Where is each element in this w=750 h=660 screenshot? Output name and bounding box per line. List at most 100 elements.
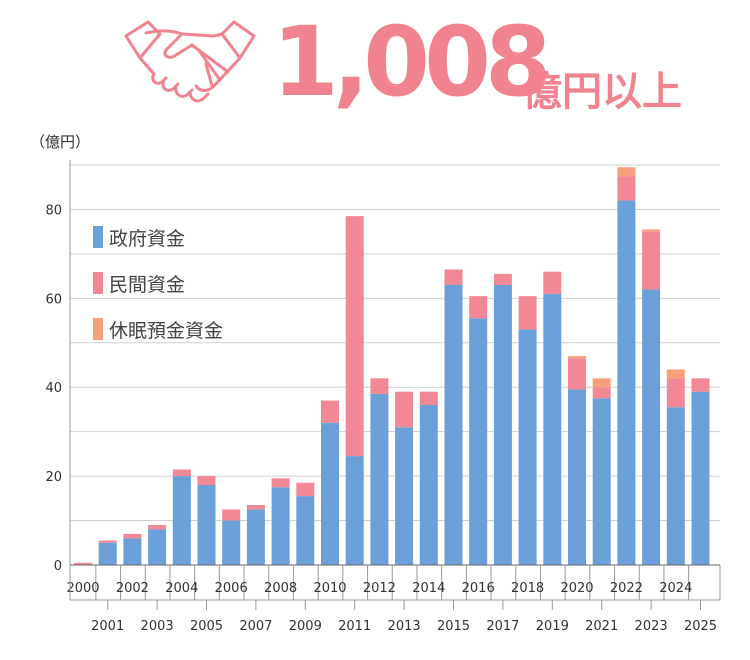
bar-segment (419, 405, 438, 565)
legend-swatch (93, 226, 103, 248)
legend-label: 休眠預金資金 (109, 319, 224, 342)
y-tick-label: 80 (45, 203, 62, 218)
bar-segment (691, 378, 710, 392)
x-tick-label: 2010 (313, 581, 346, 596)
bar-segment (74, 562, 92, 565)
legend-label: 民間資金 (109, 273, 186, 296)
x-tick-label: 2025 (684, 619, 717, 634)
bar-segment (148, 529, 167, 565)
bar-segment (469, 318, 488, 565)
bar-segment (617, 200, 636, 566)
x-tick-label: 2012 (363, 581, 396, 596)
bar-segment (197, 476, 216, 485)
hero-unit: 億円以上 (522, 69, 682, 115)
bar-segment (172, 469, 191, 477)
x-tick-label: 2019 (536, 619, 569, 634)
bar-segment (518, 296, 537, 330)
x-tick-label: 2023 (635, 619, 668, 634)
bar-segment (568, 389, 586, 565)
legend-swatch (93, 318, 103, 340)
x-tick-label: 2011 (338, 619, 371, 634)
x-tick-label: 2022 (610, 581, 643, 596)
bar-segment (543, 271, 562, 294)
x-tick-label: 2013 (388, 619, 421, 634)
bar-segment (493, 285, 512, 565)
handshake-icon (124, 20, 256, 103)
bar-segment (444, 269, 463, 285)
x-tick-label: 2016 (462, 581, 495, 596)
x-tick-label: 2004 (165, 581, 198, 596)
bar-segment (123, 538, 142, 565)
bar-segment (370, 393, 389, 565)
bar-segment (222, 520, 241, 565)
bar-segment (271, 478, 290, 488)
bar-segment (642, 289, 661, 565)
bar-segment (345, 216, 364, 457)
x-tick-label: 2024 (659, 581, 692, 596)
bar-segment (691, 391, 710, 565)
x-tick-label: 2006 (215, 581, 248, 596)
bar-segment (296, 496, 315, 565)
bar-segment (592, 378, 611, 388)
bar-segment (518, 329, 537, 565)
legend-item-dormant-deposit: 休眠預金資金 (93, 306, 223, 352)
x-tick-label: 2009 (289, 619, 322, 634)
x-tick-label: 2007 (239, 619, 272, 634)
bar-segment (197, 485, 216, 565)
legend-item-government: 政府資金 (93, 214, 223, 260)
x-tick-label: 2020 (560, 581, 593, 596)
bar-segment (222, 509, 241, 521)
y-tick-label: 20 (45, 470, 62, 485)
x-tick-label: 2001 (91, 619, 124, 634)
bar-segment (98, 540, 117, 543)
bar-segment (568, 356, 586, 359)
bar-segment (617, 176, 636, 201)
x-tick-label: 2002 (116, 581, 149, 596)
bar-segment (148, 525, 167, 530)
hero-figure: 1,008 (272, 6, 552, 118)
x-tick-label: 2005 (190, 619, 223, 634)
bar-segment (370, 378, 389, 394)
bar-segment (296, 482, 315, 497)
bar-segment (666, 369, 685, 379)
y-axis-unit-label: （億円） (30, 133, 91, 151)
bar-segment (246, 505, 265, 510)
legend-swatch (93, 272, 103, 294)
bar-segment (666, 407, 685, 565)
bar-segment (493, 273, 512, 285)
bar-segment (444, 285, 463, 565)
bar-segment (666, 378, 685, 408)
bar-segment (98, 542, 117, 565)
legend-label: 政府資金 (109, 227, 186, 250)
y-tick-label: 60 (45, 292, 62, 307)
bar-segment (395, 391, 414, 428)
bar-segment (469, 296, 488, 319)
bar-segment (123, 533, 142, 539)
hero-banner (124, 20, 256, 103)
x-tick-label: 2017 (486, 619, 519, 634)
bar-segment (642, 229, 661, 232)
bar-segment (592, 398, 611, 565)
bar-segment (543, 293, 562, 565)
bar-segment (172, 476, 191, 565)
chart-legend: 政府資金 民間資金 休眠預金資金 (93, 214, 223, 352)
legend-item-private: 民間資金 (93, 260, 223, 306)
x-tick-label: 2003 (141, 619, 174, 634)
x-tick-label: 2018 (511, 581, 544, 596)
bar-segment (395, 427, 414, 565)
bar-segment (568, 358, 586, 390)
bar-segment (617, 167, 636, 177)
bar-segment (271, 487, 290, 565)
x-tick-label: 2000 (66, 581, 99, 596)
y-tick-label: 0 (54, 559, 62, 574)
bar-segment (321, 400, 339, 423)
x-tick-label: 2015 (437, 619, 470, 634)
bar-segment (419, 391, 438, 405)
bar-segment (642, 231, 661, 290)
bar-segment (246, 509, 265, 565)
x-tick-label: 2021 (585, 619, 618, 634)
y-tick-label: 40 (45, 381, 62, 396)
bar-segment (592, 387, 611, 399)
bar-segment (321, 422, 339, 565)
